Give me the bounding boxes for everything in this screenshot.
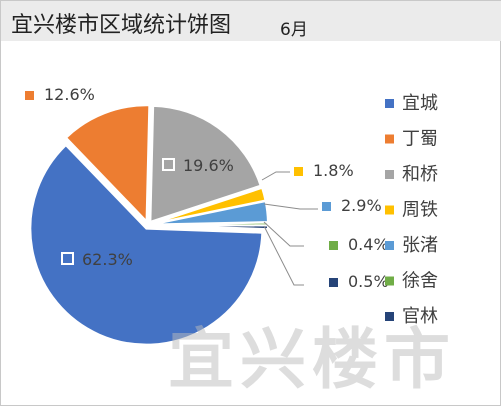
legend-label-4: 张渚 [402,235,438,256]
watermark-logo: 宜兴楼市 [168,321,456,398]
legend-swatch-6 [385,312,394,321]
chart-title: 宜兴楼市区域统计饼图 [11,13,232,38]
legend-swatch-1 [385,134,394,144]
pie-slice-0 [29,143,264,346]
data-label-0: 62.3% [82,250,133,269]
legend-label-5: 徐舍 [402,271,438,292]
data-label-3: 1.8% [313,161,354,180]
label-marker-0 [61,252,74,265]
legend-label-6: 官林 [402,306,438,327]
legend-label-2: 和桥 [402,164,438,185]
leader-line-5 [263,221,304,247]
data-label-1: 12.6% [44,85,95,104]
legend-label-0: 宜城 [402,93,438,114]
data-label-5: 0.4% [348,235,389,254]
leader-lines [261,171,318,286]
legend-label-3: 周铁 [402,200,438,221]
data-labels: 62.3% 12.6% 19.6% 1.8% 2.9% 0.4% 0.5% [25,85,389,291]
data-label-4: 2.9% [341,196,382,215]
data-label-6: 0.5% [348,272,389,291]
title-bar: 宜兴楼市区域统计饼图 6月 [1,1,501,41]
label-marker-4 [322,202,331,211]
legend-swatch-3 [385,205,394,215]
label-marker-2 [162,158,175,171]
label-marker-1 [25,91,34,100]
legend-swatch-5 [385,276,394,286]
leader-line-6 [263,225,304,286]
label-marker-3 [294,167,303,176]
pie-slices [29,104,270,346]
pie-slice-2 [149,104,262,224]
legend-swatch-0 [385,99,394,108]
legend-label-1: 丁蜀 [402,129,438,150]
legend-swatch-2 [385,170,394,179]
data-label-2: 19.6% [183,156,234,175]
chart-subtitle: 6月 [280,20,308,40]
leader-line-3 [261,171,290,181]
pie-slice-1 [64,104,151,224]
label-marker-6 [329,278,338,287]
leader-line-4 [263,203,318,210]
label-marker-5 [329,241,338,250]
legend-swatch-4 [385,241,394,250]
